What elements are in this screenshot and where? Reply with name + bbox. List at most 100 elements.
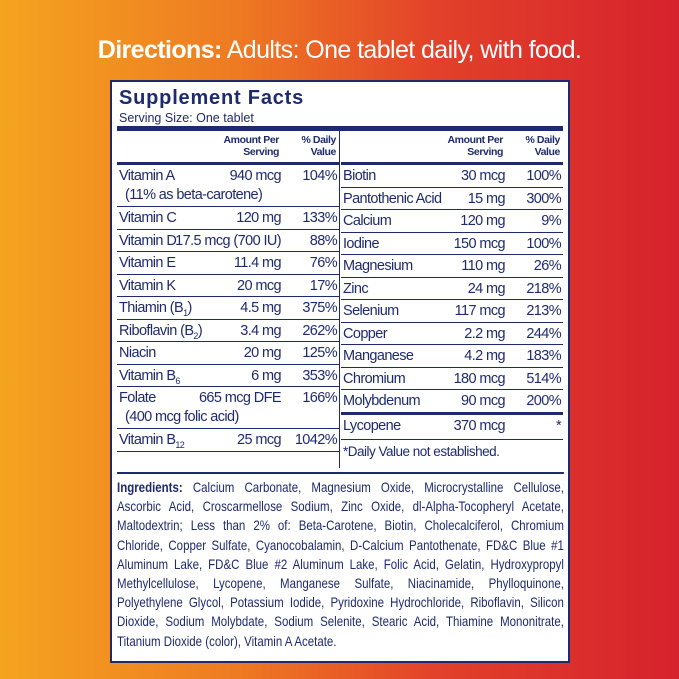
nutrient-name: Vitamin D (119, 231, 177, 251)
nutrient-dv: 183% (526, 348, 561, 364)
nutrient-amount: 940 mcg (229, 168, 282, 184)
nutrient-row: Iodine 150 mcg 100% (341, 233, 563, 255)
nutrient-amount: 4.5 mg (240, 300, 281, 316)
supplement-facts-panel: Supplement Facts Serving Size: One table… (110, 80, 570, 663)
divider (117, 126, 563, 131)
amount-header: Amount Per (447, 134, 503, 146)
nutrient-row: Riboflavin (B2) 3.4 mg 262% (117, 320, 339, 346)
nutrient-name: Vitamin K (119, 276, 176, 296)
ingredients-label: Ingredients: (117, 479, 183, 495)
nutrient-row: Thiamin (B1) 4.5 mg 375% (117, 297, 339, 320)
right-column: Amount Per Serving % Daily Value Biotin 30 … (341, 131, 563, 468)
nutrient-dv: 353% (302, 367, 337, 384)
nutrient-dv: 166% (302, 390, 337, 406)
nutrient-dv: 200% (526, 393, 561, 409)
directions-label: Directions: (97, 36, 223, 64)
nutrient-row: Vitamin E 11.4 mg 76% (117, 252, 339, 275)
nutrient-dv: 300% (526, 190, 561, 207)
nutrient-dv: 9% (541, 213, 561, 229)
nutrient-amount: 370 mcg (453, 417, 506, 434)
nutrient-amount: 150 mcg (453, 235, 506, 252)
nutrient-name: Riboflavin (B2) (119, 321, 203, 346)
nutrient-name: Chromium (343, 369, 406, 389)
column-header: Amount Per Serving % Daily Value (117, 131, 339, 165)
nutrient-dv: 213% (526, 303, 561, 319)
nutrient-row: Folate 665 mcg DFE (400 mcg folic acid) 166… (117, 387, 339, 429)
nutrient-amount: 4.2 mg (464, 348, 505, 364)
nutrient-amount: 120 mg (460, 213, 505, 229)
nutrient-name: Vitamin C (119, 208, 177, 228)
nutrient-name: Folate (119, 388, 156, 408)
nutrient-name-text: Vitamin C (119, 210, 177, 226)
nutrient-name-close: ) (187, 300, 193, 316)
nutrient-name-text: Riboflavin (B (119, 322, 194, 339)
directions: Directions: Adults: One tablet daily, wi… (0, 36, 679, 65)
nutrient-note: (11% as beta-carotene) (125, 187, 263, 203)
nutrient-name-text: Vitamin B (119, 367, 176, 384)
nutrient-name: Iodine (343, 234, 380, 254)
nutrient-name: Pantothenic Acid (343, 189, 442, 209)
nutrient-amount: 117 mcg (454, 303, 506, 319)
nutrient-dv: 76% (309, 255, 338, 271)
nutrient-name: Vitamin B6 (119, 366, 180, 391)
nutrient-name-text: Vitamin D (119, 232, 177, 249)
nutrient-name-close: ) (197, 322, 203, 339)
nutrient-note: (400 mcg folic acid) (125, 409, 239, 425)
nutrient-name: Thiamin (B1) (119, 298, 192, 323)
nutrient-dv: 125% (302, 345, 337, 361)
nutrient-amount: 120 mg (236, 210, 281, 226)
nutrient-amount: 180 mcg (453, 370, 506, 387)
nutrient-amount: 665 mcg DFE (198, 390, 282, 406)
nutrient-name: Calcium (343, 211, 392, 231)
nutrient-name: Vitamin B12 (119, 430, 185, 455)
dv-header: % Daily (525, 134, 560, 146)
nutrient-row: Zinc 24 mg 218% (341, 278, 563, 300)
nutrient-amount: 17.5 mcg (700 IU) (175, 232, 281, 249)
nutrient-amount: 110 mg (461, 258, 505, 274)
nutrient-row: Vitamin D 17.5 mcg (700 IU) 88% (117, 230, 339, 252)
lycopene-row: Lycopene 370 mcg * (341, 412, 563, 440)
nutrient-amount: 30 mcg (461, 168, 506, 184)
nutrient-dv: 26% (533, 258, 562, 274)
nutrient-name: Magnesium (343, 256, 413, 276)
nutrient-dv: * (555, 417, 562, 434)
nutrient-amount: 2.2 mg (464, 325, 505, 342)
nutrient-subscript: 2 (193, 330, 198, 341)
nutrient-row: Manganese 4.2 mg 183% (341, 345, 563, 368)
nutrient-dv: 218% (526, 280, 561, 297)
nutrient-name-text: Folate (119, 390, 156, 406)
nutrient-name: Selenium (343, 301, 399, 321)
nutrient-amount: 24 mg (467, 280, 506, 297)
nutrient-name: Lycopene (343, 417, 401, 434)
nutrient-dv: 375% (302, 300, 337, 316)
amount-header-2: Serving (467, 146, 503, 158)
nutrient-row: Chromium 180 mcg 514% (341, 368, 563, 390)
ingredients: Ingredients: Calcium Carbonate, Magnesiu… (117, 472, 564, 651)
amount-header: Amount Per (223, 134, 279, 146)
nutrient-row: Biotin 30 mcg 100% (341, 165, 563, 188)
nutrient-name-text: Biotin (343, 168, 376, 184)
nutrient-row: Vitamin B12 25 mcg 1042% (117, 429, 339, 452)
dv-header-2: Value (310, 146, 337, 158)
nutrient-row: Selenium 117 mcg 213% (341, 300, 563, 323)
nutrient-row: Magnesium 110 mg 26% (341, 255, 563, 278)
nutrient-name-text: Thiamin (B (119, 300, 184, 316)
nutrient-amount: 20 mcg (237, 277, 282, 294)
nutrient-name: Biotin (343, 166, 376, 186)
nutrient-amount: 3.4 mg (240, 322, 281, 339)
nutrient-dv: 100% (526, 235, 561, 252)
nutrient-name: Copper (343, 324, 388, 344)
dv-header: % Daily (301, 134, 336, 146)
nutrient-name-text: Vitamin B (119, 432, 176, 448)
nutrient-name-text: Manganese (343, 348, 414, 364)
nutrient-dv: 100% (526, 168, 561, 184)
nutrient-name-text: Calcium (343, 213, 392, 229)
nutrient-name-text: Selenium (343, 303, 399, 319)
nutrient-dv: 104% (302, 168, 337, 184)
nutrient-row: Vitamin K 20 mcg 17% (117, 275, 339, 297)
nutrient-amount: 90 mcg (461, 393, 506, 409)
ingredients-text: Calcium Carbonate, Magnesium Oxide, Micr… (117, 479, 564, 649)
column-header: Amount Per Serving % Daily Value (341, 131, 563, 165)
serving-size: Serving Size: One tablet (119, 111, 254, 125)
nutrient-subscript: 1 (183, 307, 188, 318)
